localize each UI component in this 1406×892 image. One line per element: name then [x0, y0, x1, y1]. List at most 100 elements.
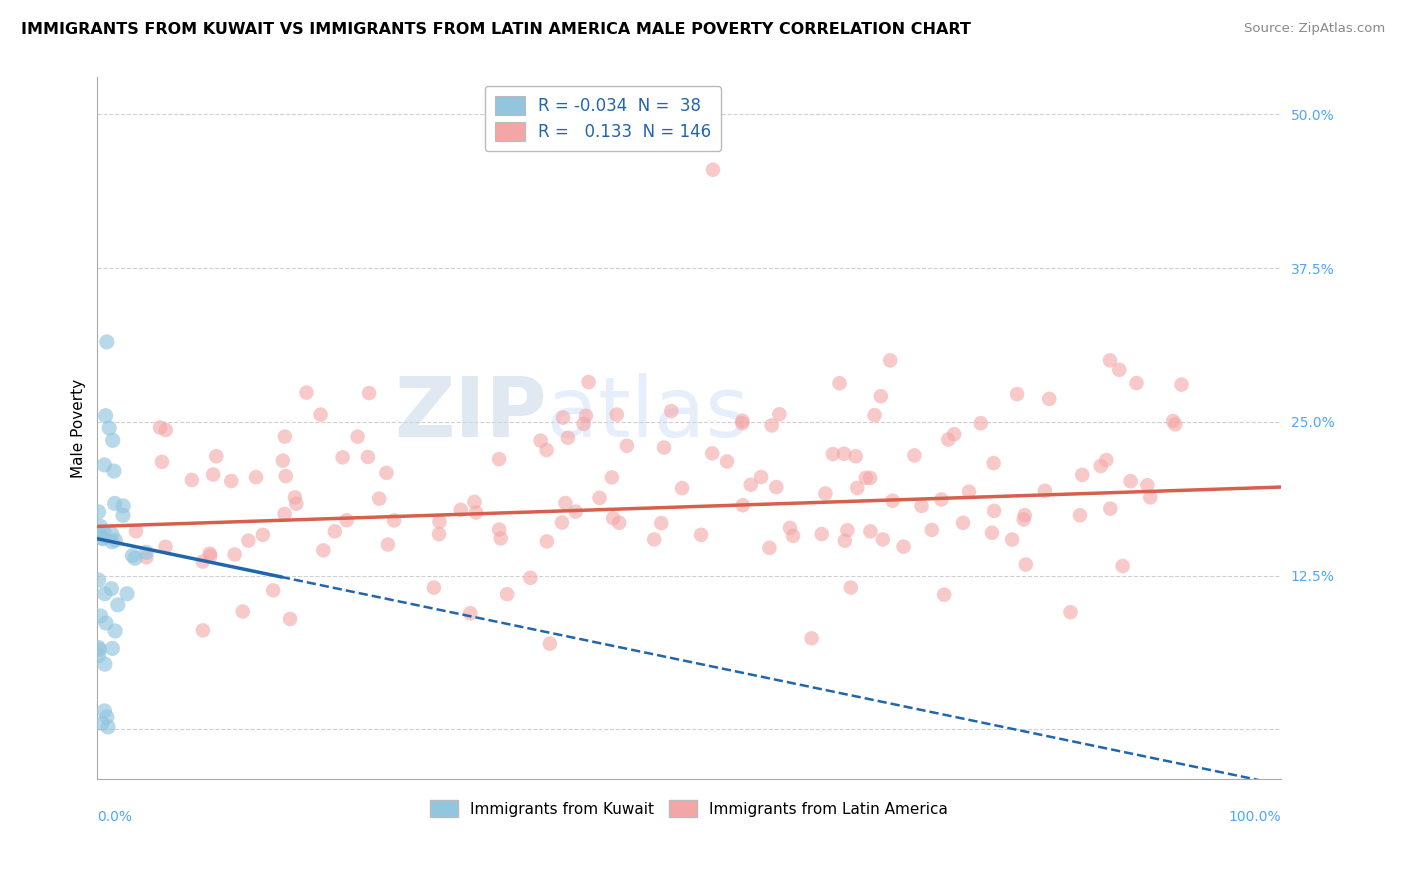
- Point: [1170, 377, 1192, 392]
- Point: [191, 555, 214, 569]
- Point: [309, 408, 332, 422]
- Point: [921, 523, 943, 537]
- Point: [1098, 353, 1121, 368]
- Point: [970, 416, 993, 430]
- Point: [943, 427, 966, 442]
- Point: [103, 464, 125, 478]
- Point: [94, 409, 117, 423]
- Point: [536, 534, 558, 549]
- Point: [1161, 414, 1184, 428]
- Point: [659, 404, 682, 418]
- Point: [731, 416, 754, 430]
- Point: [278, 612, 301, 626]
- Text: IMMIGRANTS FROM KUWAIT VS IMMIGRANTS FROM LATIN AMERICA MALE POVERTY CORRELATION: IMMIGRANTS FROM KUWAIT VS IMMIGRANTS FRO…: [21, 22, 972, 37]
- Point: [1125, 376, 1147, 390]
- Point: [1001, 533, 1024, 547]
- Point: [749, 470, 772, 484]
- Point: [87, 525, 110, 540]
- Point: [1069, 508, 1091, 523]
- Point: [274, 429, 297, 443]
- Point: [855, 471, 877, 485]
- Point: [101, 434, 124, 448]
- Point: [1005, 387, 1028, 401]
- Point: [869, 389, 891, 403]
- Point: [155, 540, 177, 554]
- Point: [607, 516, 630, 530]
- Point: [135, 545, 157, 559]
- Point: [934, 588, 956, 602]
- Point: [93, 458, 115, 472]
- Point: [690, 528, 713, 542]
- Point: [111, 508, 134, 523]
- Point: [814, 486, 837, 500]
- Point: [124, 551, 146, 566]
- Point: [1139, 491, 1161, 505]
- Point: [104, 496, 127, 510]
- Point: [115, 587, 138, 601]
- Point: [100, 582, 122, 596]
- Point: [1015, 558, 1038, 572]
- Point: [238, 533, 260, 548]
- Point: [834, 533, 856, 548]
- Point: [1071, 467, 1094, 482]
- Point: [285, 497, 308, 511]
- Point: [731, 498, 754, 512]
- Point: [821, 447, 844, 461]
- Point: [957, 484, 980, 499]
- Point: [271, 453, 294, 467]
- Point: [557, 431, 579, 445]
- Point: [832, 447, 855, 461]
- Point: [98, 421, 121, 435]
- Point: [761, 418, 783, 433]
- Point: [1099, 501, 1122, 516]
- Point: [94, 587, 117, 601]
- Point: [565, 505, 588, 519]
- Text: 0.0%: 0.0%: [97, 810, 132, 824]
- Point: [702, 446, 724, 460]
- Point: [931, 492, 953, 507]
- Point: [429, 515, 451, 529]
- Point: [245, 470, 267, 484]
- Point: [731, 414, 754, 428]
- Point: [101, 641, 124, 656]
- Point: [893, 540, 915, 554]
- Point: [93, 704, 115, 718]
- Point: [489, 532, 512, 546]
- Point: [191, 624, 214, 638]
- Point: [779, 521, 801, 535]
- Point: [845, 450, 868, 464]
- Point: [863, 408, 886, 422]
- Point: [782, 529, 804, 543]
- Point: [382, 513, 405, 527]
- Text: atlas: atlas: [547, 374, 749, 455]
- Text: ZIP: ZIP: [395, 374, 547, 455]
- Point: [96, 710, 118, 724]
- Point: [903, 449, 925, 463]
- Point: [952, 516, 974, 530]
- Point: [846, 481, 869, 495]
- Point: [357, 450, 380, 464]
- Point: [224, 548, 246, 562]
- Point: [1014, 508, 1036, 523]
- Point: [602, 511, 624, 525]
- Point: [101, 534, 124, 549]
- Point: [89, 642, 111, 657]
- Text: 100.0%: 100.0%: [1229, 810, 1281, 824]
- Point: [588, 491, 610, 505]
- Point: [295, 385, 318, 400]
- Point: [650, 516, 672, 530]
- Point: [1164, 417, 1187, 432]
- Point: [488, 452, 510, 467]
- Point: [90, 531, 112, 545]
- Point: [121, 549, 143, 563]
- Point: [465, 506, 488, 520]
- Point: [232, 605, 254, 619]
- Point: [600, 470, 623, 484]
- Point: [94, 657, 117, 672]
- Point: [87, 573, 110, 587]
- Point: [180, 473, 202, 487]
- Point: [810, 527, 832, 541]
- Point: [1033, 483, 1056, 498]
- Point: [671, 481, 693, 495]
- Point: [368, 491, 391, 506]
